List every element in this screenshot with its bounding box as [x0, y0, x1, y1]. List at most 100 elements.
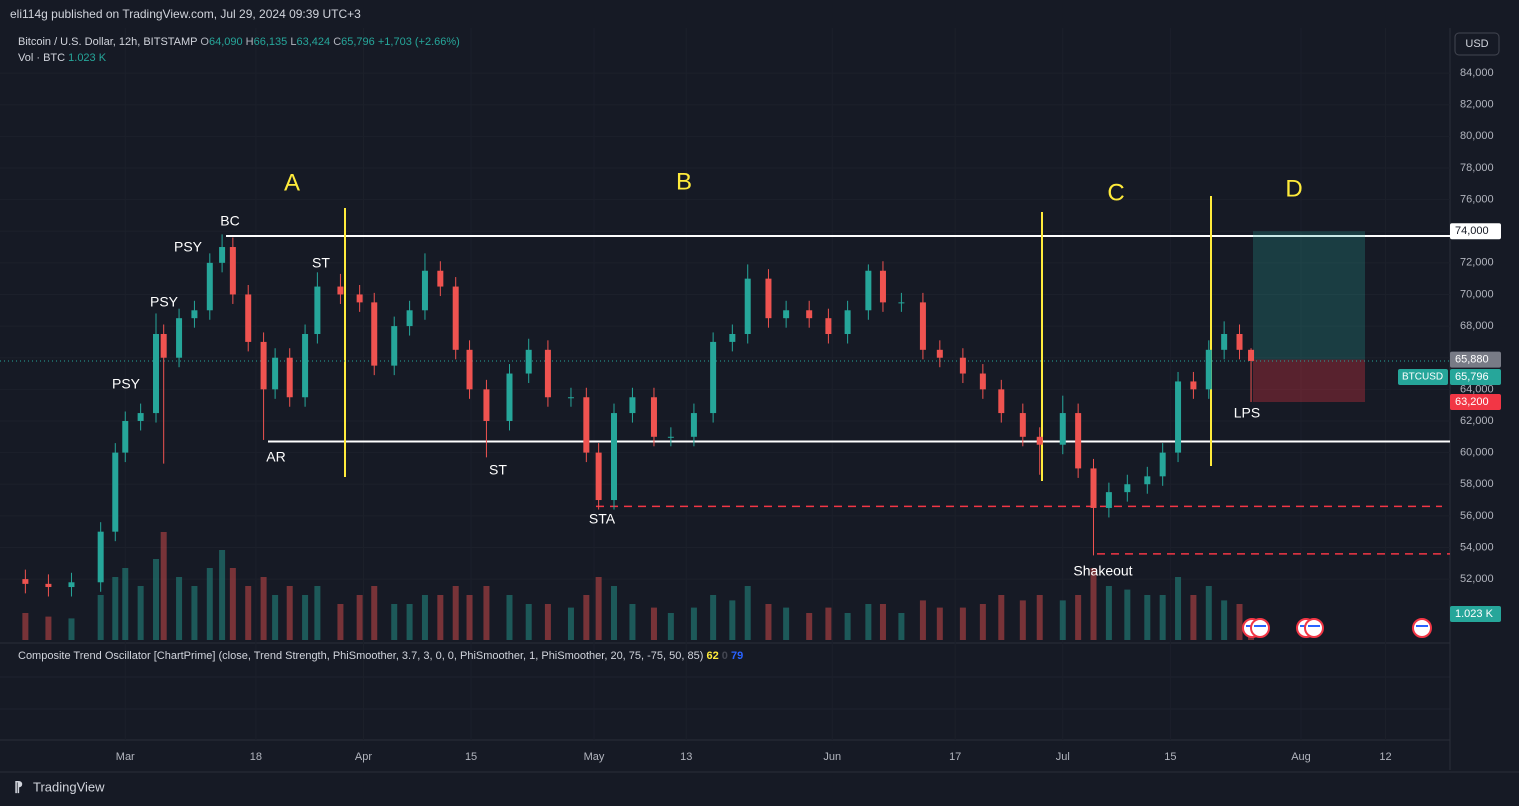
volume-bar: [406, 604, 413, 640]
indicator-name: Composite Trend Oscillator [ChartPrime] …: [18, 650, 704, 662]
ohlc-value: 63,424: [296, 36, 331, 48]
annotation: PSY: [174, 239, 203, 255]
candle-body: [176, 318, 183, 358]
volume-bar: [421, 595, 428, 640]
volume-bar: [611, 586, 618, 640]
volume-bar: [567, 607, 574, 640]
volume-bar: [122, 568, 129, 640]
volume-badge: 1.023 K: [1455, 608, 1494, 620]
publisher: eli114g published on TradingView.com, Ju…: [10, 7, 361, 21]
target-label: 74,000: [1455, 225, 1489, 237]
x-tick-label: 12: [1379, 751, 1391, 763]
annotation: BC: [220, 213, 239, 229]
candle-body: [544, 349, 551, 398]
candle-body: [844, 310, 851, 334]
volume-bar: [1075, 595, 1082, 640]
candle-body: [286, 357, 293, 398]
volume-bar: [1159, 595, 1166, 640]
x-tick-label: Aug: [1291, 751, 1311, 763]
candle-body: [337, 286, 344, 295]
x-tick-label: 18: [250, 751, 262, 763]
candle-body: [1144, 476, 1151, 485]
y-tick-label: 68,000: [1460, 320, 1494, 332]
volume-bar: [1205, 586, 1212, 640]
candle-body: [1190, 381, 1197, 390]
currency-button[interactable]: [1454, 32, 1500, 56]
x-tick-label: Jul: [1056, 751, 1070, 763]
volume-bar: [286, 586, 293, 640]
candle-body: [1105, 492, 1112, 508]
volume-bar: [959, 607, 966, 640]
volume-badge-box: [1450, 606, 1501, 622]
candle-body: [1236, 334, 1243, 350]
phase-label: D: [1285, 175, 1302, 202]
candle-body: [919, 302, 926, 350]
volume-bar: [650, 607, 657, 640]
volume-bar: [1144, 595, 1151, 640]
candle-body: [959, 357, 966, 374]
candle-body: [356, 294, 363, 303]
candle-body: [567, 397, 574, 399]
vol-label: Vol · BTC: [18, 52, 66, 64]
volume-bar: [506, 595, 513, 640]
indicator-value: 0: [721, 650, 728, 662]
volume-bar: [1105, 586, 1112, 640]
volume-bar: [191, 586, 198, 640]
volume-bar: [583, 595, 590, 640]
candle-body: [898, 302, 905, 304]
candle-body: [667, 436, 674, 438]
candle-body: [506, 373, 513, 421]
candle-body: [783, 310, 790, 319]
annotation: PSY: [112, 376, 141, 392]
candle-body: [191, 310, 198, 319]
change: +1,703 (+2.66%): [377, 36, 460, 48]
candle-body: [153, 334, 160, 414]
y-tick-label: 76,000: [1460, 193, 1494, 205]
entry-label-box: [1450, 351, 1501, 368]
y-tick-label: 72,000: [1460, 257, 1494, 269]
target-label-box: [1450, 223, 1501, 240]
candle-body: [406, 310, 413, 327]
ohlc-value: 65,796: [341, 36, 375, 48]
annotation: LPS: [1234, 405, 1260, 421]
phase-label: A: [284, 169, 300, 196]
candle-body: [68, 582, 75, 588]
y-tick-label: 52,000: [1460, 573, 1494, 585]
vol-value: 1.023 K: [68, 52, 107, 64]
volume-bar: [206, 568, 213, 640]
candle-body: [122, 420, 129, 453]
candle-body: [452, 286, 459, 350]
candle-body: [245, 294, 252, 342]
annotation: Shakeout: [1073, 563, 1132, 579]
last-price-box: [1450, 368, 1501, 385]
volume-bar: [729, 600, 736, 640]
currency[interactable]: USD: [1465, 38, 1488, 50]
event-flag-stripe: [1254, 625, 1266, 627]
indicator-value: 79: [730, 650, 744, 662]
volume-bar: [1124, 589, 1131, 640]
volume-bar: [153, 559, 160, 640]
x-tick-label: 13: [680, 751, 692, 763]
candle-body: [229, 247, 236, 295]
volume-bar: [919, 600, 926, 640]
volume-bar: [314, 586, 321, 640]
volume-bar: [1236, 604, 1243, 640]
symbol-tag: BTCUSD: [1402, 372, 1443, 383]
candle-body: [998, 389, 1005, 414]
candle-body: [1036, 436, 1043, 445]
ohlc-key: O: [200, 36, 209, 48]
candle-body: [936, 349, 943, 358]
annotation: STA: [589, 511, 616, 527]
candle-body: [1248, 349, 1255, 361]
volume-bar: [137, 586, 144, 640]
volume-bar: [452, 586, 459, 640]
x-tick-label: Mar: [116, 751, 135, 763]
candle-body: [1221, 334, 1228, 350]
x-tick-label: 15: [465, 751, 477, 763]
volume-bar: [936, 607, 943, 640]
x-tick-label: Jun: [823, 751, 841, 763]
annotation: AR: [266, 449, 285, 465]
annotation: PSY: [150, 294, 179, 310]
